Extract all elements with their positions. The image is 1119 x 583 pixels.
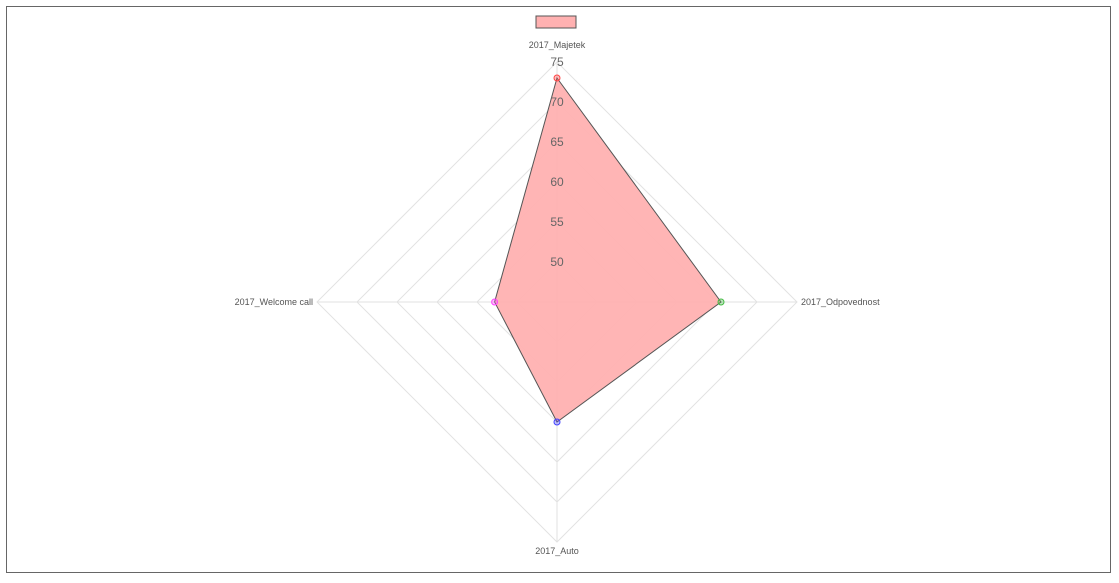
data-point-2017-majetek[interactable] [553,74,561,82]
axis-label: 2017_Welcome call [235,297,313,307]
legend-swatch[interactable] [535,15,577,29]
series-area[interactable] [494,76,722,423]
axis-label: 2017_Auto [535,546,579,556]
radar-axis-labels: 2017_Majetek 2017_Odpovednost 2017_Auto 201… [235,40,880,556]
tick-label: 75 [550,55,564,69]
data-point-2017-welcome-call[interactable] [491,298,499,306]
data-point-2017-odpovednost[interactable] [717,298,725,306]
tick-label: 55 [550,215,564,229]
axis-label: 2017_Majetek [529,40,586,50]
legend[interactable] [535,15,577,29]
axis-label: 2017_Odpovednost [801,297,880,307]
tick-label: 50 [550,255,564,269]
tick-label: 65 [550,135,564,149]
radar-series [491,74,725,426]
data-point-2017-auto[interactable] [553,418,561,426]
tick-label: 60 [550,175,564,189]
tick-label: 70 [550,95,564,109]
radar-tick-labels: 50 55 60 65 70 75 [550,55,564,269]
